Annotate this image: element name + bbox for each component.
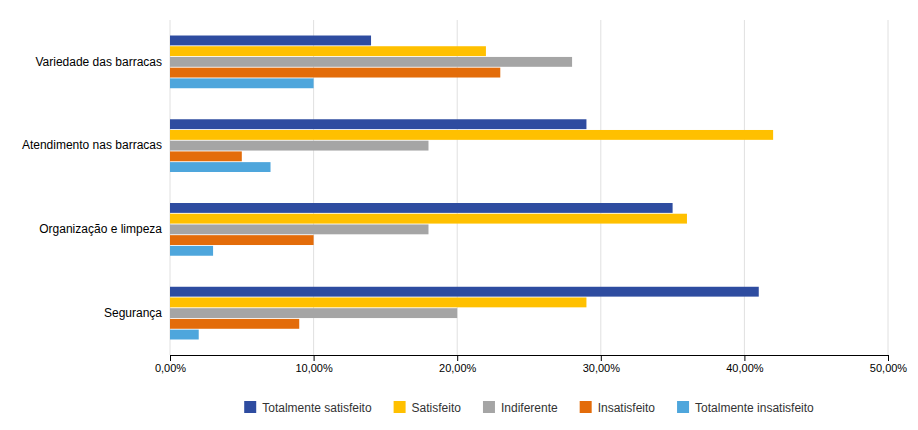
bar [170,68,500,78]
grid-line [600,20,601,355]
series [170,68,500,329]
axis-line [171,356,889,362]
tick: 20,00% [439,355,477,374]
plot: 0,00% 10,00% 20,00% 30,00% 40,00% 50,00% Varie… [22,20,907,374]
category-label: Variedade das barracas [35,55,162,69]
bar [170,141,428,151]
bar [170,36,371,46]
tick: 10,00% [295,355,333,374]
legend-label: Satisfeito [412,401,462,415]
tick: 40,00% [726,355,764,374]
tick-label: 50,00% [870,362,908,374]
tick-mark [457,355,458,361]
bar [170,119,586,129]
tick-mark [314,355,315,361]
series [170,78,314,339]
tick-mark [744,355,745,361]
bar [170,235,314,245]
tick-label: 10,00% [295,362,333,374]
tick-mark [601,355,602,361]
bar [170,287,759,297]
legend-swatch [580,401,592,413]
bar [170,203,673,213]
legend-label: Indiferente [501,401,558,415]
tick-label: 20,00% [439,362,477,374]
tick-mark [170,355,171,361]
legend: Totalmente satisfeito Satisfeito Indiferen… [244,401,814,415]
category-label: Segurança [104,306,162,320]
bar [170,214,687,224]
category-tick: Variedade das barracas [35,55,162,69]
legend-swatch [483,401,495,413]
series [170,46,773,307]
bar [170,330,199,340]
legend-item: Indiferente [483,401,558,415]
category-tick: Atendimento nas barracas [22,138,162,152]
tick-label: 0,00% [155,362,186,374]
legend-item: Totalmente satisfeito [244,401,372,415]
legend-swatch [244,401,256,413]
tick: 50,00% [870,355,908,374]
legend-item: Insatisfeito [580,401,656,415]
y-axis: Variedade das barracas Atendimento nas ba… [22,55,162,320]
x-axis: 0,00% 10,00% 20,00% 30,00% 40,00% 50,00% [155,355,907,374]
bar [170,162,271,172]
tick-label: 30,00% [583,362,621,374]
tick-mark [888,355,889,361]
grid-line [744,20,745,355]
series [170,36,759,297]
category-label: Atendimento nas barracas [22,138,162,152]
legend-label: Totalmente insatisfeito [695,401,814,415]
bar [170,130,773,140]
category-label: Organização e limpeza [39,222,162,236]
chart: 0,00% 10,00% 20,00% 30,00% 40,00% 50,00% Varie… [0,0,918,430]
bar [170,57,572,67]
grid [170,20,888,355]
grid-line [888,20,889,355]
bar [170,297,586,307]
tick-label: 40,00% [726,362,764,374]
legend-label: Totalmente satisfeito [262,401,372,415]
legend-label: Insatisfeito [598,401,656,415]
category-tick: Segurança [104,306,162,320]
bar [170,246,213,256]
category-tick: Organização e limpeza [39,222,162,236]
legend-item: Totalmente insatisfeito [677,401,814,415]
tick: 30,00% [583,355,621,374]
bars [170,36,773,340]
legend-item: Satisfeito [394,401,462,415]
legend-swatch [394,401,406,413]
bar [170,319,299,329]
bar [170,308,457,318]
bar [170,46,486,56]
bar [170,151,242,161]
bar [170,78,314,88]
legend-swatch [677,401,689,413]
series [170,57,572,318]
tick: 0,00% [155,355,186,374]
bar [170,224,428,234]
